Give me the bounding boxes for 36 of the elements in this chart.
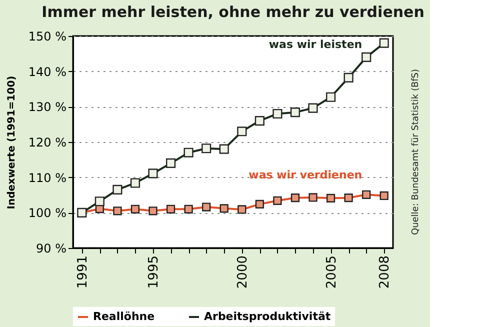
annotation: was wir verdienen [248, 168, 362, 182]
x-tick-label: 2005 [324, 256, 340, 289]
source-note: Quelle: Bundesamt für Statistik (BfS) [411, 68, 421, 236]
y-tick-label: 90 % [36, 242, 66, 256]
x-tick-label: 1991 [75, 256, 90, 289]
point [202, 144, 212, 154]
point [219, 144, 229, 154]
x-tick-label: 2000 [235, 256, 250, 289]
point [166, 158, 176, 168]
point [148, 168, 158, 178]
point [308, 103, 318, 113]
point [130, 178, 140, 188]
x-tick-label: 1995 [146, 256, 162, 289]
y-tick-label: 140 % [28, 64, 66, 79]
annotation: was wir leisten [268, 38, 362, 52]
point [237, 126, 247, 136]
y-tick-label: 150 % [28, 30, 66, 44]
point [290, 108, 300, 118]
chart-title: Immer mehr leisten, ohne mehr zu verdienen [42, 3, 424, 21]
y-tick-label: 110 % [28, 170, 66, 185]
y-axis-title: Indexwerte (1991=100) [6, 76, 18, 210]
point [254, 116, 264, 126]
x-tick-label: 2008 [378, 256, 393, 289]
point [326, 92, 336, 102]
point [362, 52, 372, 62]
point [272, 108, 282, 119]
legend-label: Arbeitsproduktivität [204, 310, 331, 323]
y-tick-label: 130 % [28, 100, 66, 114]
point [379, 38, 389, 48]
point [184, 148, 194, 158]
y-tick-label: 120 % [28, 136, 66, 150]
point [94, 196, 104, 206]
legend-label: Reallöhne [93, 310, 155, 323]
point [112, 184, 122, 194]
point [344, 72, 354, 82]
y-tick-label: 100 % [28, 206, 66, 220]
